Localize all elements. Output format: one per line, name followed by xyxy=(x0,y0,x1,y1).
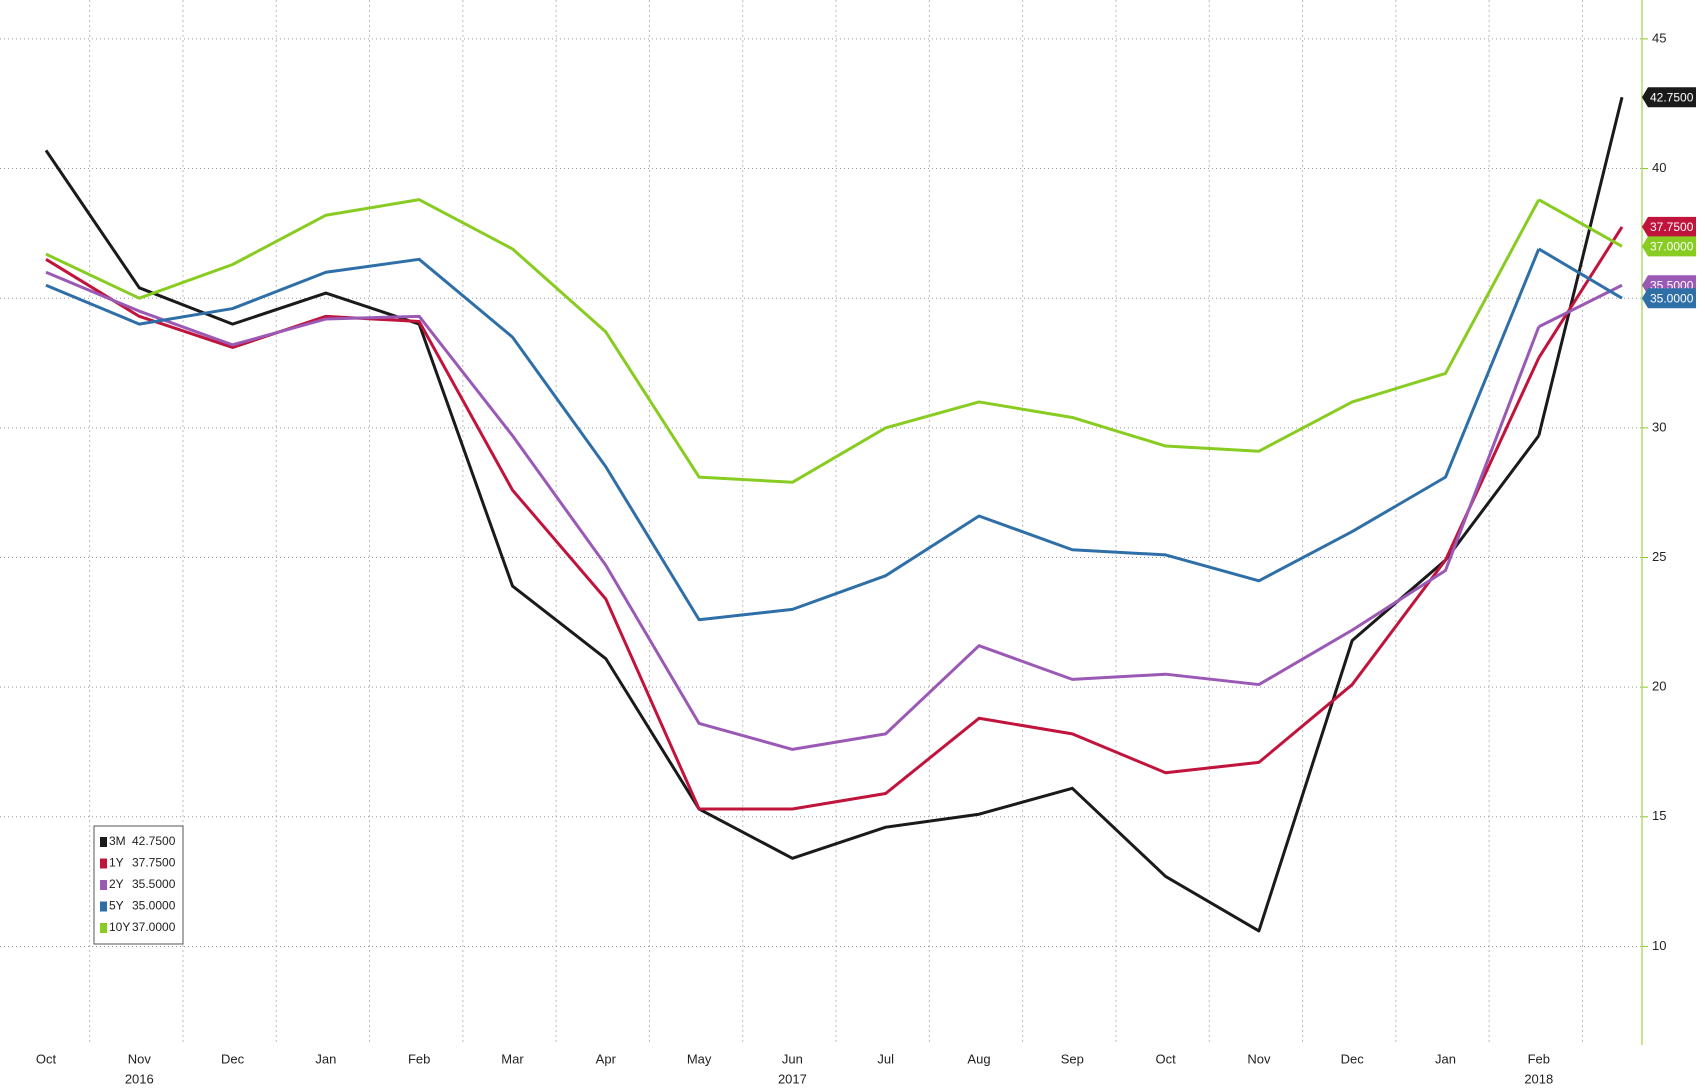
x-tick-label: Mar xyxy=(501,1051,524,1066)
legend-value: 42.7500 xyxy=(132,834,176,848)
legend-swatch xyxy=(100,923,107,933)
value-tag xyxy=(1642,236,1696,257)
y-tick-label: 15 xyxy=(1652,808,1666,823)
x-tick-label: Dec xyxy=(221,1051,245,1066)
x-tick-label: Apr xyxy=(596,1051,617,1066)
legend-value: 37.7500 xyxy=(132,856,176,870)
value-tag-label: 37.0000 xyxy=(1650,240,1694,254)
x-tick-label: Aug xyxy=(967,1051,990,1066)
series-last-segment xyxy=(1537,96,1624,436)
x-tick-label: Sep xyxy=(1061,1051,1084,1066)
series-last-segment xyxy=(1537,226,1624,359)
series-line xyxy=(44,149,1541,933)
series-line xyxy=(45,258,1541,811)
year-label: 2018 xyxy=(1524,1071,1553,1086)
value-tag xyxy=(1642,216,1696,237)
y-tick-label: 10 xyxy=(1652,938,1666,953)
x-tick-label: Feb xyxy=(408,1051,430,1066)
x-tick-label: Dec xyxy=(1341,1051,1365,1066)
legend-swatch xyxy=(100,901,107,912)
x-tick-label: Jul xyxy=(877,1051,894,1066)
year-label: 2017 xyxy=(778,1071,807,1086)
x-tick-label: Jan xyxy=(315,1051,336,1066)
x-tick-label: Jun xyxy=(782,1051,803,1066)
legend-name: 1Y xyxy=(109,856,124,870)
y-tick-label: 40 xyxy=(1652,160,1666,175)
legend-swatch xyxy=(100,858,107,869)
series-line xyxy=(45,248,1541,622)
series-last-segment xyxy=(1538,198,1623,248)
x-tick-label: Feb xyxy=(1528,1051,1550,1066)
value-tag-label: 37.7500 xyxy=(1650,220,1694,234)
value-tag xyxy=(1642,87,1696,108)
x-tick-label: Nov xyxy=(1247,1051,1271,1066)
legend-box xyxy=(93,825,184,945)
legend-name: 3M xyxy=(109,834,126,848)
legend-value: 35.0000 xyxy=(132,899,176,913)
value-tag-label: 42.7500 xyxy=(1650,90,1694,104)
legend-swatch xyxy=(100,880,107,890)
legend-name: 5Y xyxy=(109,899,124,913)
series-line xyxy=(45,270,1541,751)
x-tick-label: Oct xyxy=(36,1051,57,1066)
series-line xyxy=(45,198,1541,484)
legend-value: 37.0000 xyxy=(132,920,176,934)
legend-name: 2Y xyxy=(109,877,124,891)
y-tick-label: 25 xyxy=(1652,549,1666,564)
y-tick-label: 45 xyxy=(1652,30,1666,45)
y-tick-label: 30 xyxy=(1652,419,1666,434)
x-tick-label: Jan xyxy=(1435,1051,1456,1066)
y-tick-label: 20 xyxy=(1652,679,1666,694)
value-tag xyxy=(1642,288,1696,309)
value-tag-label: 35.0000 xyxy=(1650,291,1694,305)
series-last-segment xyxy=(1538,283,1623,329)
series-last-segment xyxy=(1538,247,1623,300)
x-tick-label: Oct xyxy=(1155,1051,1176,1066)
x-tick-label: Nov xyxy=(128,1051,152,1066)
legend-swatch xyxy=(100,837,107,847)
x-tick-label: May xyxy=(687,1051,712,1066)
legend-name: 10Y xyxy=(109,920,130,934)
legend-value: 35.5000 xyxy=(132,877,176,891)
year-label: 2016 xyxy=(125,1071,154,1086)
